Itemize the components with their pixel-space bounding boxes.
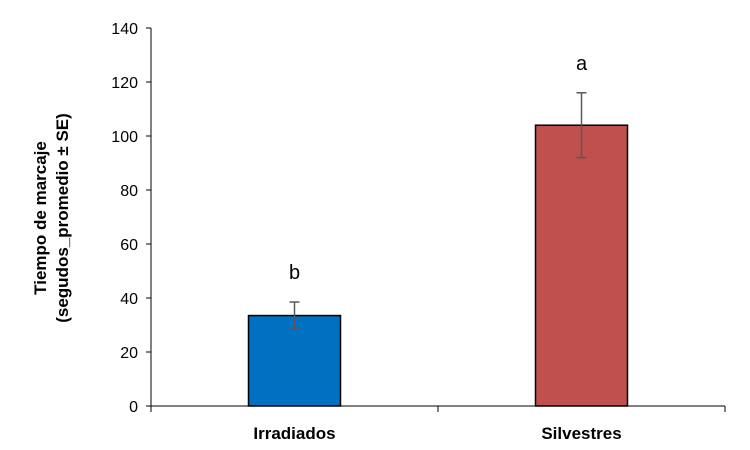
significance-letter-irradiados: b <box>289 262 300 284</box>
y-tick-label: 40 <box>120 291 138 308</box>
y-tick-label: 100 <box>111 129 138 146</box>
bar-silvestres <box>534 124 629 407</box>
y-tick-label: 140 <box>111 21 138 38</box>
bar-irradiados <box>247 314 342 407</box>
labels: b Irradiados a Silvestres <box>253 53 621 443</box>
significance-letter-silvestres: a <box>576 53 588 75</box>
y-axis-title-line1: Tiempo de marcaje <box>31 141 50 295</box>
x-category-label-silvestres: Silvestres <box>541 424 621 443</box>
x-category-label-irradiados: Irradiados <box>253 424 335 443</box>
y-tick-label: 80 <box>120 183 138 200</box>
axes: 0 20 40 60 80 100 120 140 <box>111 21 726 416</box>
y-tick-label: 60 <box>120 237 138 254</box>
y-axis-title-line2: (segudos_promedio ± SE) <box>53 113 72 323</box>
y-tick-label: 0 <box>129 399 138 416</box>
y-tick-label: 120 <box>111 75 138 92</box>
bars <box>247 92 629 407</box>
y-tick-label: 20 <box>120 345 138 362</box>
